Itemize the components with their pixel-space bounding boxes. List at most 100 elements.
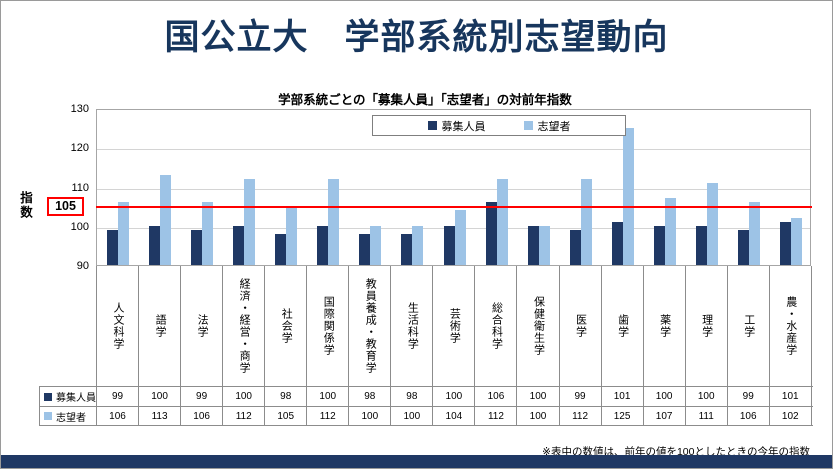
category-label: 総合科学 [490, 302, 503, 350]
table-cell: 113 [139, 407, 182, 425]
category-cell: 歯学 [602, 266, 644, 386]
table-row: 募集人員 99 100 99 100 98 100 98 98 100 106 100 99 101 100… [39, 386, 813, 406]
y-axis-tick-label: 110 [71, 181, 89, 194]
table-row: 志望者 106 113 106 112 105 112 100 100 104 112 100 112 1… [39, 406, 813, 426]
series-swatch [44, 412, 52, 420]
bar [779, 221, 791, 265]
y-axis-tick-label: 100 [70, 220, 89, 233]
category-cell: 語学 [139, 266, 182, 386]
legend-label: 志望者 [537, 120, 571, 133]
series-swatch [44, 392, 52, 401]
bar [527, 225, 539, 265]
data-table: 募集人員 99 100 99 100 98 100 98 98 100 106 100 99 101 100… [39, 386, 813, 426]
category-label: 工学 [742, 314, 755, 338]
table-row-label: 募集人員 [40, 387, 97, 406]
bar [401, 233, 413, 265]
category-label: 農・水産学 [784, 296, 797, 356]
bar [286, 206, 298, 265]
table-cell: 100 [433, 387, 476, 406]
table-cell: 99 [181, 387, 224, 406]
table-cell: 125 [602, 407, 644, 425]
bar [412, 225, 424, 265]
bar [443, 225, 455, 265]
footer-accent-bar [1, 455, 832, 468]
bar [580, 178, 592, 265]
category-cell: 農・水産学 [770, 266, 812, 386]
bar [653, 225, 665, 265]
table-cell: 104 [433, 407, 476, 425]
table-cell: 106 [728, 407, 770, 425]
category-label: 社会学 [280, 308, 293, 344]
bar [737, 229, 749, 265]
table-row-label: 志望者 [40, 407, 97, 425]
legend-label: 募集人員 [441, 120, 486, 133]
table-cell: 100 [517, 387, 560, 406]
y-axis-tick-label: 90 [76, 260, 89, 272]
table-cell: 100 [223, 387, 266, 406]
category-cell: 社会学 [265, 266, 308, 386]
category-label: 国際関係学 [322, 296, 335, 356]
category-cell: 国際関係学 [307, 266, 350, 386]
bar [496, 178, 508, 265]
bar [107, 229, 119, 265]
bar [611, 221, 623, 265]
category-cell: 芸術学 [433, 266, 476, 386]
category-label: 芸術学 [448, 308, 461, 344]
table-cell: 112 [223, 407, 266, 425]
table-cell: 99 [728, 387, 770, 406]
table-cell: 101 [602, 387, 644, 406]
category-cell: 法学 [181, 266, 224, 386]
bar [569, 229, 581, 265]
category-cell: 生活科学 [391, 266, 434, 386]
category-label: 薬学 [658, 314, 671, 338]
table-row-label-text: 募集人員 [56, 393, 96, 404]
category-axis: 人文科学 語学 法学 経済・経営・商学 社会学 国際関係学 教員養成・教育学 生活科学 芸術学 総… [96, 266, 812, 386]
table-cell: 98 [349, 387, 392, 406]
bar [160, 174, 172, 265]
y-axis-title: 指数 [18, 191, 32, 220]
table-cell: 107 [644, 407, 686, 425]
category-cell: 人文科学 [97, 266, 140, 386]
bar [244, 178, 256, 265]
table-cell: 112 [307, 407, 350, 425]
table-cell: 102 [770, 407, 812, 425]
category-cell: 医学 [560, 266, 602, 386]
category-cell: 保健衛生学 [517, 266, 560, 386]
bar [118, 202, 130, 265]
category-cell: 総合科学 [475, 266, 518, 386]
page-title: 国公立大 学部系統別志望動向 [164, 18, 669, 57]
category-cell: 理学 [686, 266, 728, 386]
chart-title: 学部系統ごとの「募集人員」「志望者」の対前年指数 [278, 93, 572, 107]
category-label: 保健衛生学 [532, 296, 545, 356]
table-cell: 99 [560, 387, 602, 406]
table-cell: 106 [181, 407, 224, 425]
bar [275, 233, 287, 265]
bar [202, 202, 214, 265]
category-label: 人文科学 [112, 302, 125, 350]
category-label: 経済・経営・商学 [238, 278, 251, 374]
table-cell: 100 [686, 387, 728, 406]
category-cell: 工学 [728, 266, 770, 386]
table-row-label-text: 志望者 [56, 412, 86, 424]
bar [485, 202, 497, 265]
legend-item: 募集人員 [427, 118, 486, 134]
table-cell: 100 [139, 387, 182, 406]
category-label: 理学 [700, 314, 713, 338]
category-label: 語学 [154, 314, 167, 338]
table-cell: 100 [349, 407, 392, 425]
category-label: 歯学 [616, 314, 629, 338]
gridline [97, 149, 810, 151]
legend-swatch [427, 121, 437, 130]
table-cell: 106 [97, 407, 140, 425]
bar [664, 198, 676, 265]
table-cell: 100 [644, 387, 686, 406]
category-cell: 教員養成・教育学 [349, 266, 392, 386]
table-cell: 112 [475, 407, 518, 425]
category-label: 医学 [574, 314, 587, 338]
table-cell: 100 [307, 387, 350, 406]
table-cell: 106 [475, 387, 518, 406]
bar [149, 225, 161, 265]
bar [370, 225, 382, 265]
table-cell: 98 [391, 387, 434, 406]
